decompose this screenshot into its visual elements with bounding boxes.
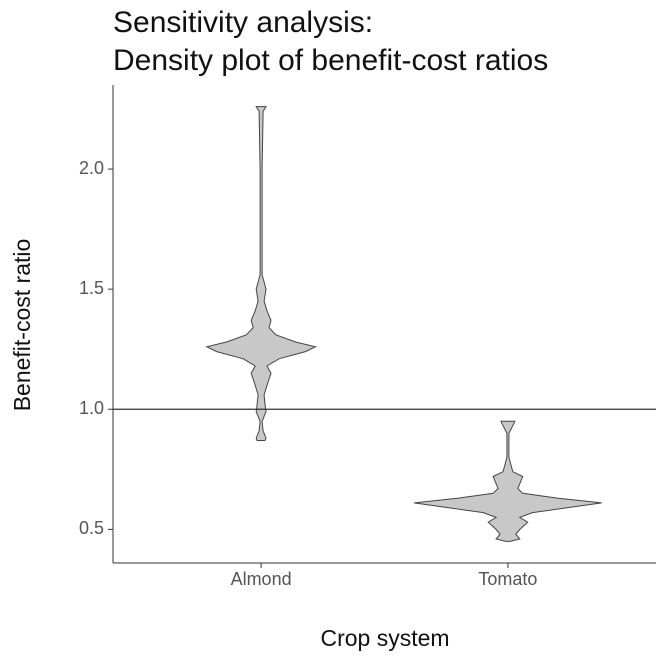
y-tick-label: 2.0 bbox=[79, 158, 104, 178]
y-tick-label: 0.5 bbox=[79, 518, 104, 538]
chart-title: Density plot of benefit-cost ratios bbox=[113, 44, 548, 77]
y-axis-label: Benefit-cost ratio bbox=[9, 239, 35, 412]
violin bbox=[414, 420, 602, 542]
y-tick-label: 1.5 bbox=[79, 278, 104, 298]
x-tick-label: Almond bbox=[231, 569, 292, 589]
violin bbox=[205, 106, 317, 441]
x-axis-label: Crop system bbox=[320, 625, 449, 651]
x-tick-label: Tomato bbox=[478, 569, 537, 589]
y-tick-label: 1.0 bbox=[79, 398, 104, 418]
chart-title: Sensitivity analysis: bbox=[113, 6, 373, 39]
